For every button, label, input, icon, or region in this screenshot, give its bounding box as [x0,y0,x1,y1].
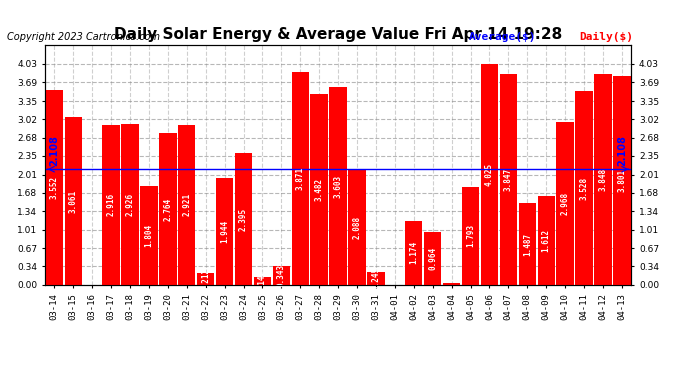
Text: 0.343: 0.343 [277,264,286,287]
Text: 1.793: 1.793 [466,224,475,248]
Bar [102,125,120,285]
Text: 3.848: 3.848 [598,168,607,191]
Bar [538,196,555,285]
Text: 2.108: 2.108 [617,136,627,166]
Text: 1.944: 1.944 [220,220,229,243]
Bar [481,64,498,285]
Text: 3.061: 3.061 [69,189,78,213]
Text: 3.528: 3.528 [580,177,589,200]
Text: 2.764: 2.764 [164,198,172,220]
Text: 2.916: 2.916 [106,194,115,216]
Bar [519,203,536,285]
Text: 2.921: 2.921 [182,193,191,216]
Text: 3.847: 3.847 [504,168,513,191]
Text: 2.088: 2.088 [353,216,362,239]
Text: 1.487: 1.487 [523,232,532,256]
Text: 1.174: 1.174 [409,241,418,264]
Bar [500,74,517,285]
Text: 3.603: 3.603 [333,174,343,198]
Bar [613,76,631,285]
Bar [462,186,480,285]
Bar [329,87,347,285]
Bar [348,170,366,285]
Bar [405,220,422,285]
Bar [292,72,309,285]
Bar [65,117,82,285]
Bar [254,277,271,285]
Bar [594,74,611,285]
Text: 2.108: 2.108 [49,136,59,166]
Text: 3.552: 3.552 [50,176,59,199]
Text: 1.612: 1.612 [542,229,551,252]
Bar [273,266,290,285]
Text: Average($): Average($) [469,32,537,42]
Text: 0.146: 0.146 [258,269,267,292]
Bar [575,91,593,285]
Bar [216,178,233,285]
Title: Daily Solar Energy & Average Value Fri Apr 14 19:28: Daily Solar Energy & Average Value Fri A… [114,27,562,42]
Bar [140,186,157,285]
Bar [197,273,215,285]
Text: 3.801: 3.801 [618,169,627,192]
Bar [424,232,442,285]
Text: Daily($): Daily($) [580,32,633,42]
Text: 4.025: 4.025 [485,163,494,186]
Bar [235,153,253,285]
Bar [367,272,384,285]
Bar [310,94,328,285]
Text: 2.926: 2.926 [126,193,135,216]
Text: Copyright 2023 Cartronics.com: Copyright 2023 Cartronics.com [7,32,160,42]
Text: 1.804: 1.804 [144,224,153,247]
Text: 2.968: 2.968 [561,192,570,215]
Text: 3.871: 3.871 [296,167,305,190]
Bar [46,90,63,285]
Bar [178,124,195,285]
Text: 3.482: 3.482 [315,178,324,201]
Bar [443,283,460,285]
Text: 0.245: 0.245 [371,267,380,290]
Bar [159,133,177,285]
Bar [556,122,574,285]
Text: 0.964: 0.964 [428,247,437,270]
Text: 0.212: 0.212 [201,268,210,291]
Text: 2.395: 2.395 [239,208,248,231]
Bar [121,124,139,285]
